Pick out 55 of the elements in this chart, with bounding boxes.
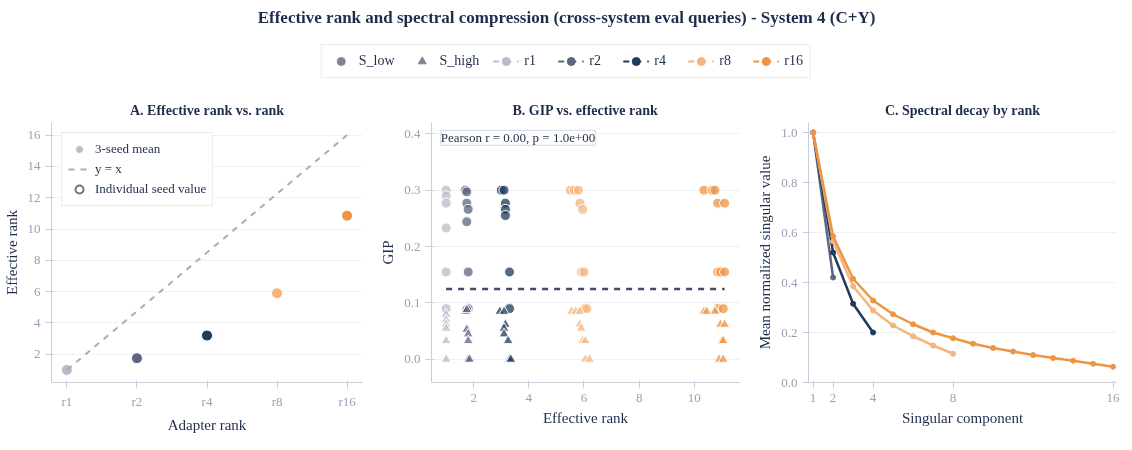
annotation: Pearson r = 0.00, p = 1.0e+00 bbox=[440, 130, 596, 146]
x-tick-label: r2 bbox=[131, 393, 143, 409]
y-tick-label: 1.0 bbox=[781, 124, 798, 140]
y-tick-label: 0.4 bbox=[404, 125, 421, 141]
x-tick-label: 2 bbox=[470, 389, 477, 405]
y-tick-label: 0.8 bbox=[781, 174, 798, 190]
y-axis-title: Mean normalized singular value bbox=[757, 155, 774, 350]
y-tick-label: 0.2 bbox=[781, 324, 798, 340]
legend-label: 3-seed mean bbox=[95, 141, 161, 157]
legend-label: r1 bbox=[524, 52, 537, 69]
x-axis-title: Singular component bbox=[901, 409, 1024, 426]
x-tick-label: r8 bbox=[271, 393, 283, 409]
legend-label: r16 bbox=[784, 52, 804, 69]
x-tick-label: r16 bbox=[338, 393, 357, 409]
x-tick-label: 4 bbox=[869, 389, 877, 405]
legend-label: r2 bbox=[589, 52, 602, 69]
legend-label: S_low bbox=[358, 52, 395, 69]
y-tick-label: 2 bbox=[34, 346, 41, 362]
y-tick-label: 0.2 bbox=[404, 238, 421, 254]
y-tick-label: 0.4 bbox=[781, 274, 798, 290]
x-tick-label: r1 bbox=[61, 393, 73, 409]
y-tick-label: 0.1 bbox=[404, 294, 421, 310]
y-tick-label: 0.3 bbox=[404, 182, 421, 198]
x-axis-title: Adapter rank bbox=[167, 416, 247, 433]
chart-title: A. Effective rank vs. rank bbox=[130, 102, 285, 118]
x-tick-label: 10 bbox=[687, 389, 701, 405]
y-tick-label: 8 bbox=[34, 252, 41, 268]
x-tick-label: 8 bbox=[635, 389, 643, 405]
y-tick-label: 12 bbox=[27, 189, 41, 205]
x-tick-label: 4 bbox=[525, 389, 533, 405]
x-axis-title: Effective rank bbox=[542, 409, 629, 426]
legend-label: y = x bbox=[95, 161, 122, 177]
legend-label: r4 bbox=[654, 52, 667, 69]
y-tick-label: 0.0 bbox=[404, 351, 421, 367]
x-tick-label: 2 bbox=[829, 389, 837, 405]
x-tick-label: 6 bbox=[580, 389, 588, 405]
legend-label: r8 bbox=[719, 52, 732, 69]
x-tick-label: 16 bbox=[1106, 389, 1121, 405]
y-tick-label: 0.6 bbox=[781, 224, 798, 240]
x-tick-label: 1 bbox=[809, 389, 817, 405]
y-tick-label: 6 bbox=[34, 283, 41, 299]
legend-label: S_high bbox=[439, 52, 480, 69]
chart-title: C. Spectral decay by rank bbox=[884, 102, 1041, 118]
y-tick-label: 10 bbox=[27, 221, 41, 237]
y-tick-label: 14 bbox=[27, 158, 41, 174]
y-tick-label: 0.0 bbox=[781, 374, 798, 390]
y-tick-label: 4 bbox=[34, 314, 41, 330]
x-tick-label: r4 bbox=[201, 393, 213, 409]
y-axis-title: Effective rank bbox=[3, 209, 20, 296]
y-tick-label: 16 bbox=[27, 127, 41, 143]
x-tick-label: 8 bbox=[949, 389, 957, 405]
text: Effective rank and spectral compression (cross-system eval queries) - System 4 (C+Y) bbox=[257, 7, 876, 27]
legend-label: Individual seed value bbox=[95, 181, 207, 197]
chart-title: B. GIP vs. effective rank bbox=[512, 102, 659, 118]
y-axis-title: GIP bbox=[380, 240, 397, 265]
